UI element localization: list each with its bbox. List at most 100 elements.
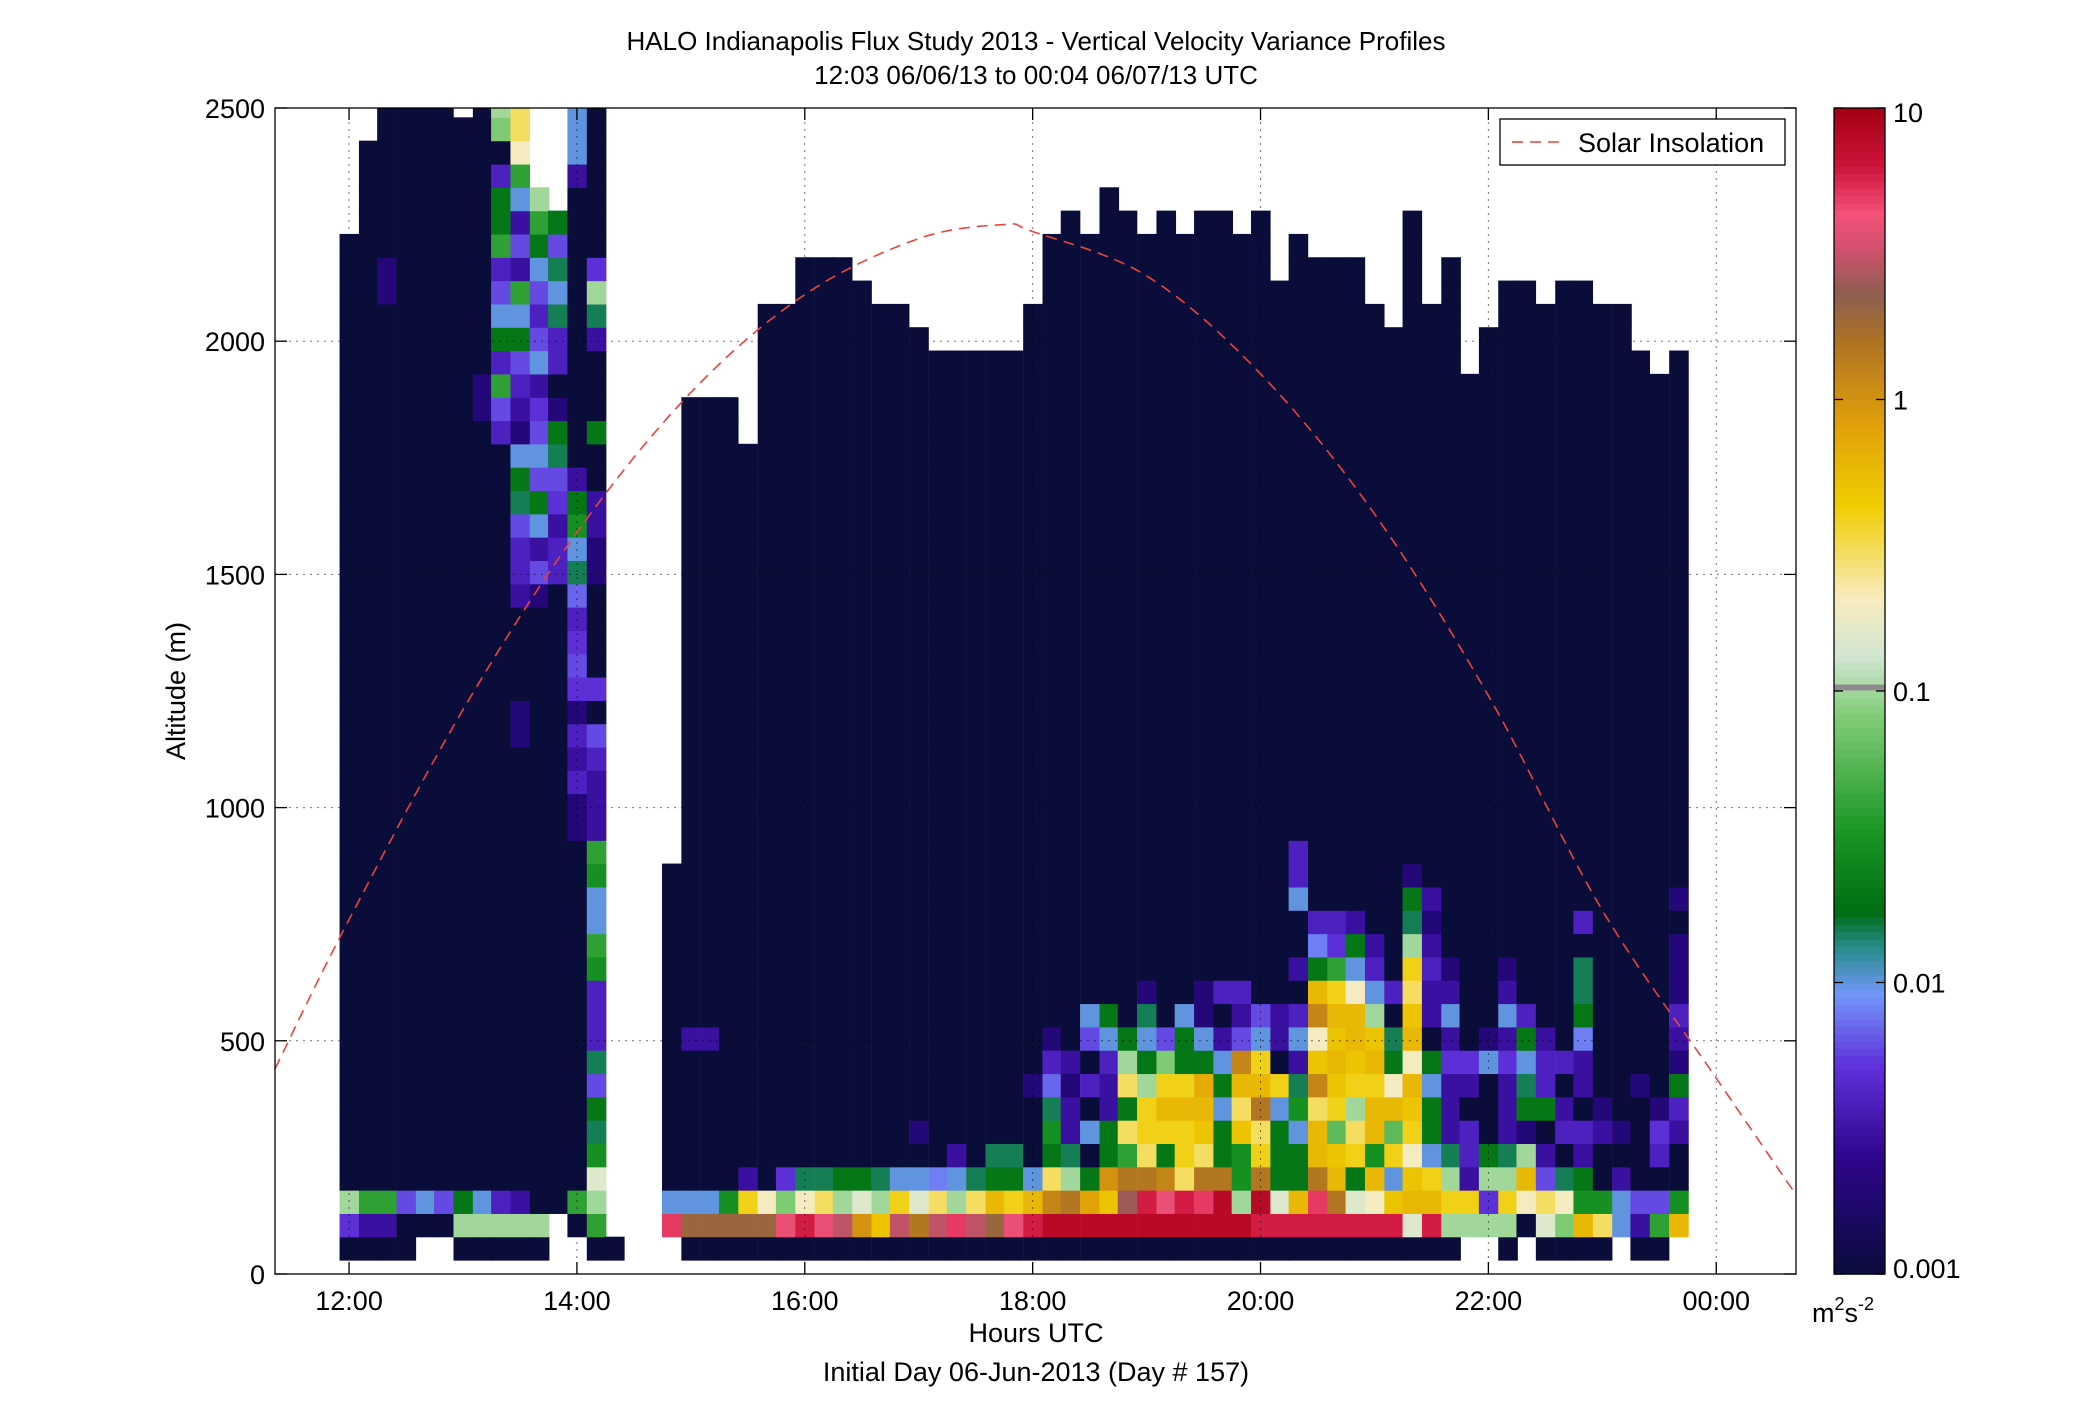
- heatmap-cell: [1478, 560, 1499, 585]
- heatmap-cell: [472, 257, 493, 282]
- heatmap-cell: [1099, 420, 1120, 445]
- heatmap-cell: [1327, 280, 1347, 305]
- heatmap-cell: [1478, 933, 1499, 958]
- heatmap-cell: [852, 583, 872, 608]
- heatmap-cell: [415, 490, 436, 515]
- colorbar-segment: [1834, 1040, 1885, 1049]
- heatmap-cell: [396, 467, 417, 492]
- heatmap-cell: [586, 1236, 607, 1261]
- heatmap-cell: [1003, 910, 1024, 935]
- heatmap-cell: [1080, 1143, 1100, 1168]
- heatmap-cell: [1137, 280, 1157, 305]
- colorbar-segment: [1834, 946, 1885, 955]
- heatmap-cell: [852, 723, 872, 748]
- heatmap-cell: [1080, 933, 1100, 958]
- heatmap-cell: [928, 1213, 949, 1238]
- heatmap-cell: [529, 443, 550, 468]
- heatmap-cell: [396, 723, 417, 748]
- colorbar-segment: [1834, 1164, 1885, 1173]
- heatmap-cell: [928, 956, 949, 981]
- heatmap-cell: [586, 1026, 607, 1051]
- heatmap-cell: [358, 560, 379, 585]
- heatmap-cell: [718, 397, 739, 422]
- heatmap-cell: [1612, 1166, 1632, 1191]
- heatmap-cell: [472, 583, 493, 608]
- colorbar-segment: [1834, 1215, 1885, 1224]
- heatmap-cell: [1251, 1050, 1271, 1075]
- heatmap-cell: [946, 700, 967, 725]
- heatmap-cell: [1288, 1236, 1309, 1261]
- heatmap-cell: [415, 1213, 436, 1238]
- heatmap-cell: [1498, 863, 1518, 888]
- heatmap-cell: [472, 467, 493, 492]
- heatmap-cell: [510, 770, 531, 795]
- heatmap-cell: [852, 886, 872, 911]
- heatmap-cell: [1516, 1050, 1537, 1075]
- heatmap-cell: [1080, 233, 1100, 258]
- heatmap-cell: [700, 886, 721, 911]
- heatmap-cell: [985, 1213, 1006, 1238]
- heatmap-cell: [358, 257, 379, 282]
- heatmap-cell: [1441, 746, 1461, 771]
- heatmap-cell: [434, 677, 454, 701]
- heatmap-cell: [339, 653, 360, 678]
- heatmap-cell: [1345, 490, 1366, 515]
- heatmap-cell: [1573, 630, 1594, 655]
- heatmap-cell: [757, 933, 778, 958]
- heatmap-cell: [1213, 210, 1234, 235]
- heatmap-cell: [1023, 513, 1043, 538]
- heatmap-cell: [567, 1073, 588, 1098]
- heatmap-cell: [928, 700, 949, 725]
- heatmap-cell: [1535, 537, 1556, 562]
- heatmap-cell: [1060, 630, 1081, 655]
- heatmap-cell: [1498, 746, 1518, 771]
- heatmap-cell: [510, 397, 531, 422]
- heatmap-cell: [491, 746, 511, 771]
- heatmap-cell: [718, 1213, 739, 1238]
- heatmap-cell: [1174, 1143, 1195, 1168]
- heatmap-cell: [814, 350, 835, 375]
- heatmap-cell: [377, 816, 397, 841]
- heatmap-cell: [1612, 956, 1632, 981]
- colorbar-segment: [1834, 960, 1885, 969]
- heatmap-cell: [1174, 1003, 1195, 1028]
- heatmap-cell: [966, 350, 986, 375]
- heatmap-cell: [681, 1026, 701, 1051]
- heatmap-cell: [1592, 443, 1613, 468]
- heatmap-cell: [795, 1120, 815, 1145]
- heatmap-cell: [1042, 863, 1063, 888]
- heatmap-cell: [1156, 327, 1177, 352]
- heatmap-cell: [1516, 910, 1537, 935]
- heatmap-cell: [1003, 583, 1024, 608]
- colorbar-segment: [1834, 1011, 1885, 1020]
- heatmap-cell: [814, 1096, 835, 1121]
- heatmap-cell: [1421, 1073, 1442, 1098]
- heatmap-cell: [1270, 840, 1290, 865]
- heatmap-cell: [415, 117, 436, 142]
- heatmap-cell: [1555, 1166, 1575, 1191]
- heatmap-cell: [871, 327, 892, 352]
- heatmap-cell: [985, 700, 1006, 725]
- heatmap-cell: [1288, 1073, 1309, 1098]
- heatmap-cell: [1270, 723, 1290, 748]
- heatmap-cell: [1555, 607, 1575, 631]
- heatmap-cell: [966, 630, 986, 655]
- heatmap-cell: [928, 630, 949, 655]
- heatmap-cell: [1459, 1190, 1480, 1214]
- heatmap-cell: [1441, 1050, 1461, 1075]
- heatmap-cell: [1478, 513, 1499, 538]
- heatmap-cell: [358, 816, 379, 841]
- heatmap-cell: [775, 1003, 796, 1028]
- heatmap-cell: [1080, 1026, 1100, 1051]
- heatmap-cell: [1345, 793, 1366, 818]
- heatmap-cell: [548, 373, 568, 398]
- heatmap-cell: [1649, 910, 1670, 935]
- heatmap-cell: [871, 840, 892, 865]
- heatmap-cell: [434, 700, 454, 725]
- heatmap-cell: [1592, 490, 1613, 515]
- heatmap-cell: [1137, 537, 1157, 562]
- heatmap-cell: [1042, 1073, 1063, 1098]
- heatmap-cell: [871, 630, 892, 655]
- heatmap-cell: [1099, 1166, 1120, 1191]
- x-axis-label: Hours UTC: [968, 1318, 1103, 1348]
